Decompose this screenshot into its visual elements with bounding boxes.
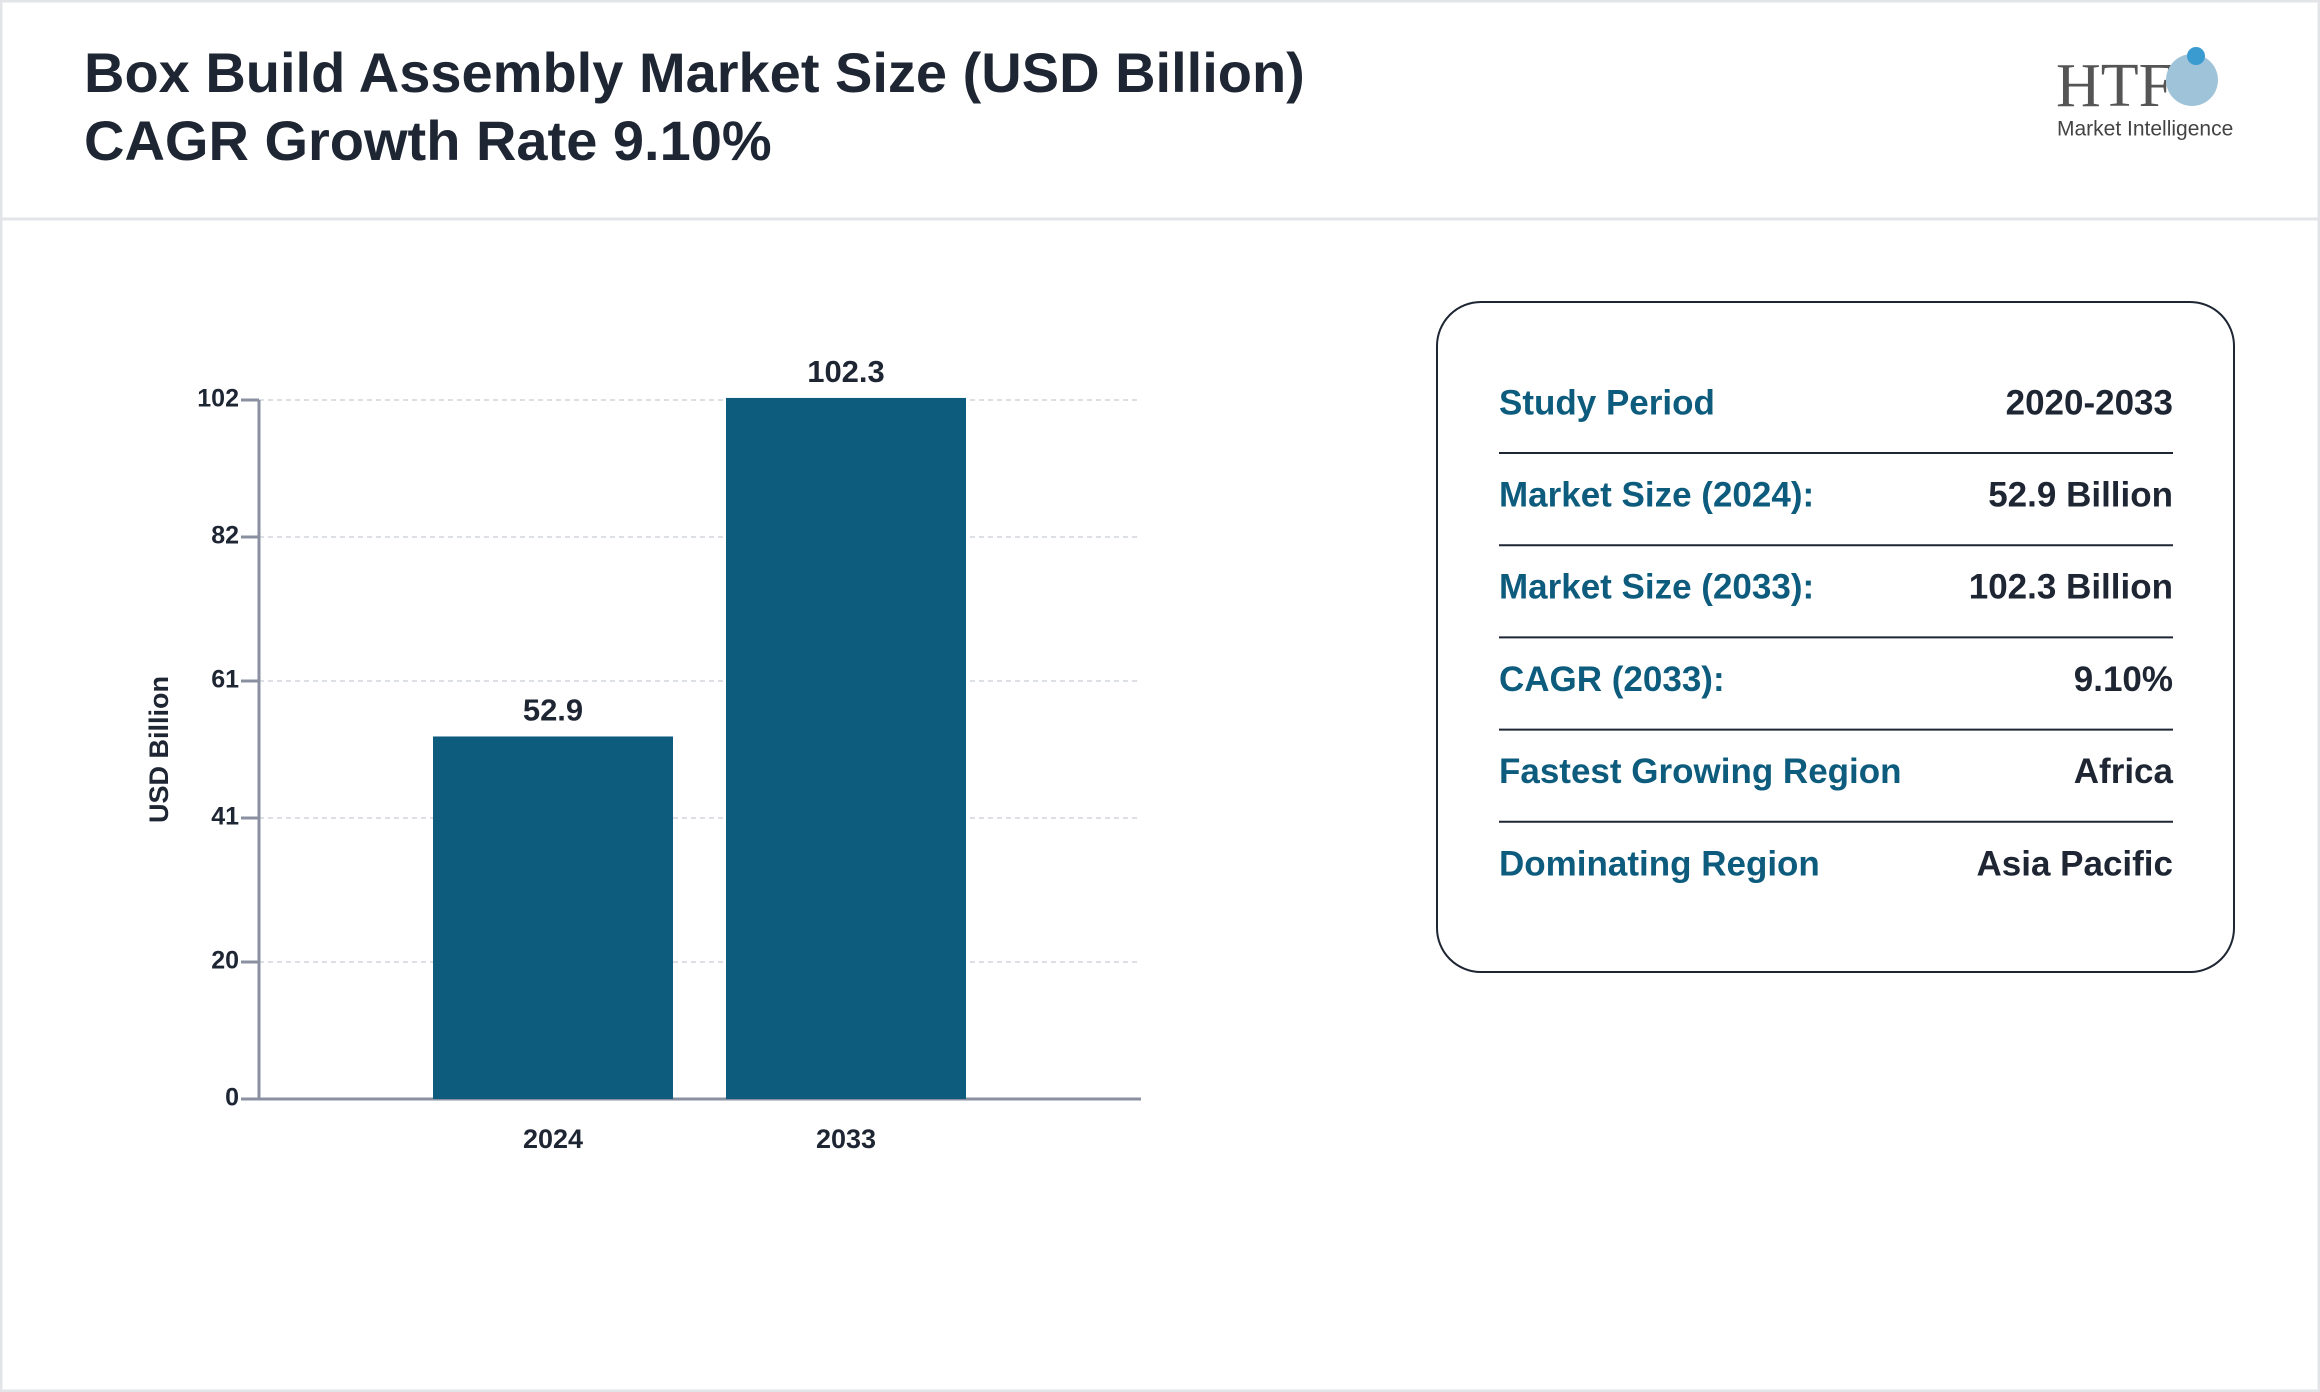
info-label: Dominating Region bbox=[1499, 844, 1820, 883]
info-label: Market Size (2024): bbox=[1499, 475, 1814, 514]
info-value: 102.3 Billion bbox=[1969, 568, 2173, 607]
info-label: Fastest Growing Region bbox=[1499, 752, 1902, 791]
info-value: Asia Pacific bbox=[1977, 844, 2174, 883]
bar bbox=[433, 736, 673, 1099]
y-tick-label: 102 bbox=[197, 385, 239, 413]
info-label: CAGR (2033): bbox=[1499, 660, 1725, 699]
info-table: Study Period 2020-2033 Market Size (2024):… bbox=[1499, 383, 2174, 883]
x-tick-label: 2033 bbox=[816, 1124, 876, 1154]
logo-swirl bbox=[2166, 54, 2218, 106]
y-tick-label: 41 bbox=[211, 803, 239, 831]
bar bbox=[726, 397, 966, 1100]
info-label: Market Size (2033): bbox=[1499, 568, 1814, 607]
subtitle: CAGR Growth Rate 9.10% bbox=[84, 109, 772, 172]
info-value: 52.9 Billion bbox=[1988, 475, 2173, 514]
logo-text: HTF bbox=[2056, 52, 2173, 120]
chart: 0 20 41 61 82 102 USD Billion 52.9 2024 102.3 2033 bbox=[144, 354, 1141, 1154]
info-value: 2020-2033 bbox=[2006, 383, 2173, 422]
y-tick-label: 20 bbox=[211, 947, 239, 975]
value-label: 102.3 bbox=[807, 354, 885, 389]
y-tick-label: 61 bbox=[211, 666, 239, 694]
x-tick-label: 2024 bbox=[523, 1124, 583, 1154]
info-value: 9.10% bbox=[2074, 660, 2173, 699]
logo: HTF Market Intelligence bbox=[2056, 47, 2233, 141]
info-value: Africa bbox=[2074, 752, 2174, 791]
y-tick-label: 0 bbox=[225, 1084, 239, 1112]
logo-figure bbox=[2187, 47, 2205, 65]
y-tick-label: 82 bbox=[211, 522, 239, 550]
value-label: 52.9 bbox=[523, 693, 583, 728]
info-label: Study Period bbox=[1499, 383, 1715, 422]
title: Box Build Assembly Market Size (USD Bill… bbox=[84, 41, 1305, 104]
logo-tagline: Market Intelligence bbox=[2057, 118, 2233, 141]
y-axis-label: USD Billion bbox=[144, 676, 174, 823]
